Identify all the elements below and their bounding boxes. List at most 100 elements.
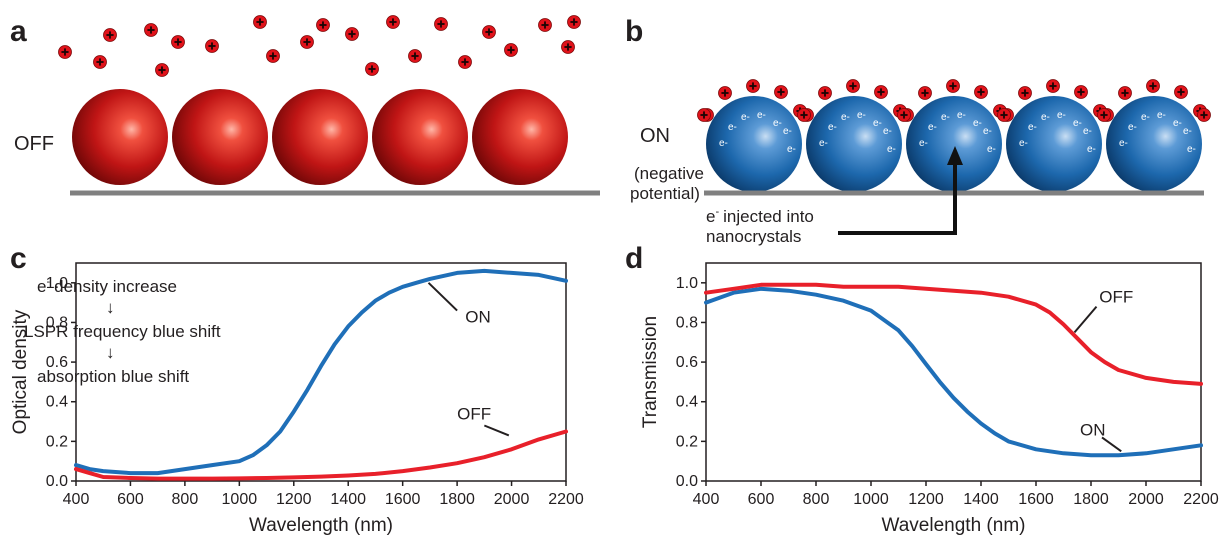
cation-icon <box>974 85 988 99</box>
electron-label: e- <box>983 126 992 137</box>
cation-icon <box>897 108 911 122</box>
series-leader-line <box>1101 436 1122 453</box>
state-sub-line2: potential) <box>630 184 700 203</box>
x-tick-label: 600 <box>117 491 144 508</box>
nanocrystal-sphere <box>906 96 1002 192</box>
cation-icon <box>797 108 811 122</box>
cation-icon <box>345 27 359 41</box>
electron-label: e- <box>919 138 928 149</box>
cation-icon <box>1018 86 1032 100</box>
cation-icon <box>300 35 314 49</box>
cation-icon <box>746 79 760 93</box>
electron-label: e- <box>1083 126 1092 137</box>
cation-icon <box>718 86 732 100</box>
panel-c: c 400 600 800 1000 1200 1400 1600 1800 2000 2200 0… <box>10 242 584 536</box>
panel-d: d 400 600 800 1000 1200 1400 1600 1800 2000 2200 0… <box>625 242 1219 536</box>
cation-icon <box>266 49 280 63</box>
panel-b: b e-e-e-e-e-e-e-e-e-e-e-e-e-e-e-e-e-e-e-… <box>625 15 1211 246</box>
nanocrystal-sphere <box>172 89 268 185</box>
series-line-on <box>74 268 568 476</box>
cation-icon <box>103 28 117 42</box>
annotation-line1: e-density increase <box>37 276 177 296</box>
state-label-off: OFF <box>14 133 54 155</box>
cation-icon <box>818 86 832 100</box>
electron-label: e- <box>1057 110 1066 121</box>
state-label-on: ON <box>640 125 670 147</box>
y-tick-label: 1.0 <box>676 275 698 292</box>
electron-label: e- <box>757 110 766 121</box>
nanocrystal-sphere <box>706 96 802 192</box>
electron-label: e- <box>883 126 892 137</box>
ions-group-b <box>697 79 1211 122</box>
cation-icon <box>408 49 422 63</box>
cation-icon <box>774 85 788 99</box>
series-line-off <box>74 429 568 481</box>
annotation-line3: absorption blue shift <box>37 367 189 386</box>
x-tick-label: 400 <box>63 491 90 508</box>
y-tick-label: 0.0 <box>46 473 68 490</box>
x-tick-label: 1200 <box>908 491 944 508</box>
electron-label: e- <box>741 112 750 123</box>
electron-label: e- <box>1028 122 1037 133</box>
nanocrystal-sphere <box>1006 96 1102 192</box>
cation-icon <box>365 62 379 76</box>
y-axis-title: Transmission <box>640 316 661 428</box>
nanocrystals-on: e-e-e-e-e-e-e-e-e-e-e-e-e-e-e-e-e-e-e-e-… <box>706 96 1202 192</box>
electron-label: e- <box>819 138 828 149</box>
x-tick-label: 1800 <box>1073 491 1109 508</box>
x-tick-label: 1400 <box>330 491 366 508</box>
electron-label: e- <box>1173 118 1182 129</box>
cation-icon <box>316 18 330 32</box>
cation-icon <box>538 18 552 32</box>
series-label-on: ON <box>465 307 491 326</box>
electron-label: e- <box>857 110 866 121</box>
annotation-arrow1: ↓ <box>106 298 115 317</box>
chart-d: 400 600 800 1000 1200 1400 1600 1800 2000 2200 0.0… <box>640 262 1219 536</box>
injection-text1: injected into <box>723 207 814 226</box>
series-leader-line <box>483 424 510 437</box>
cation-icon <box>458 55 472 69</box>
electron-label: e- <box>887 144 896 155</box>
cation-icon <box>1074 85 1088 99</box>
cation-icon <box>144 23 158 37</box>
annotation-line1-text: density increase <box>54 277 177 296</box>
nanocrystal-sphere <box>472 89 568 185</box>
cation-icon <box>386 15 400 29</box>
x-tick-label: 2200 <box>1183 491 1219 508</box>
electron-label: e- <box>828 122 837 133</box>
cation-icon <box>253 15 267 29</box>
cation-icon <box>58 45 72 59</box>
nanocrystal-sphere <box>72 89 168 185</box>
x-tick-label: 1000 <box>853 491 889 508</box>
cation-icon <box>205 39 219 53</box>
x-tick-label: 1200 <box>276 491 312 508</box>
y-tick-label: 0.8 <box>46 314 68 331</box>
x-tick-label: 1800 <box>439 491 475 508</box>
cation-icon <box>1118 86 1132 100</box>
electron-label: e- <box>841 112 850 123</box>
series-line-off <box>704 282 1203 386</box>
panel-a: a OFF <box>10 15 600 196</box>
cation-icon <box>918 86 932 100</box>
electron-label: e- <box>1073 118 1082 129</box>
cation-icon <box>697 108 711 122</box>
x-tick-label: 2200 <box>548 491 584 508</box>
cation-icon <box>946 79 960 93</box>
electron-label: e- <box>728 122 737 133</box>
panel-letter-c: c <box>10 242 27 275</box>
electron-label: e- <box>773 118 782 129</box>
cation-icon <box>434 17 448 31</box>
annotation-e-sup: - <box>46 276 50 288</box>
x-axis-title: Wavelength (nm) <box>882 515 1026 536</box>
annotation-arrow2: ↓ <box>106 343 115 362</box>
series-label-on: ON <box>1080 420 1106 439</box>
x-tick-label: 2000 <box>494 491 530 508</box>
electron-label: e- <box>1128 122 1137 133</box>
annotation-e: e <box>37 277 46 296</box>
electron-label: e- <box>1087 144 1096 155</box>
electron-label: e- <box>1019 138 1028 149</box>
electron-label: e- <box>1119 138 1128 149</box>
panel-letter-b: b <box>625 15 643 48</box>
series-label-off: OFF <box>1099 288 1133 307</box>
